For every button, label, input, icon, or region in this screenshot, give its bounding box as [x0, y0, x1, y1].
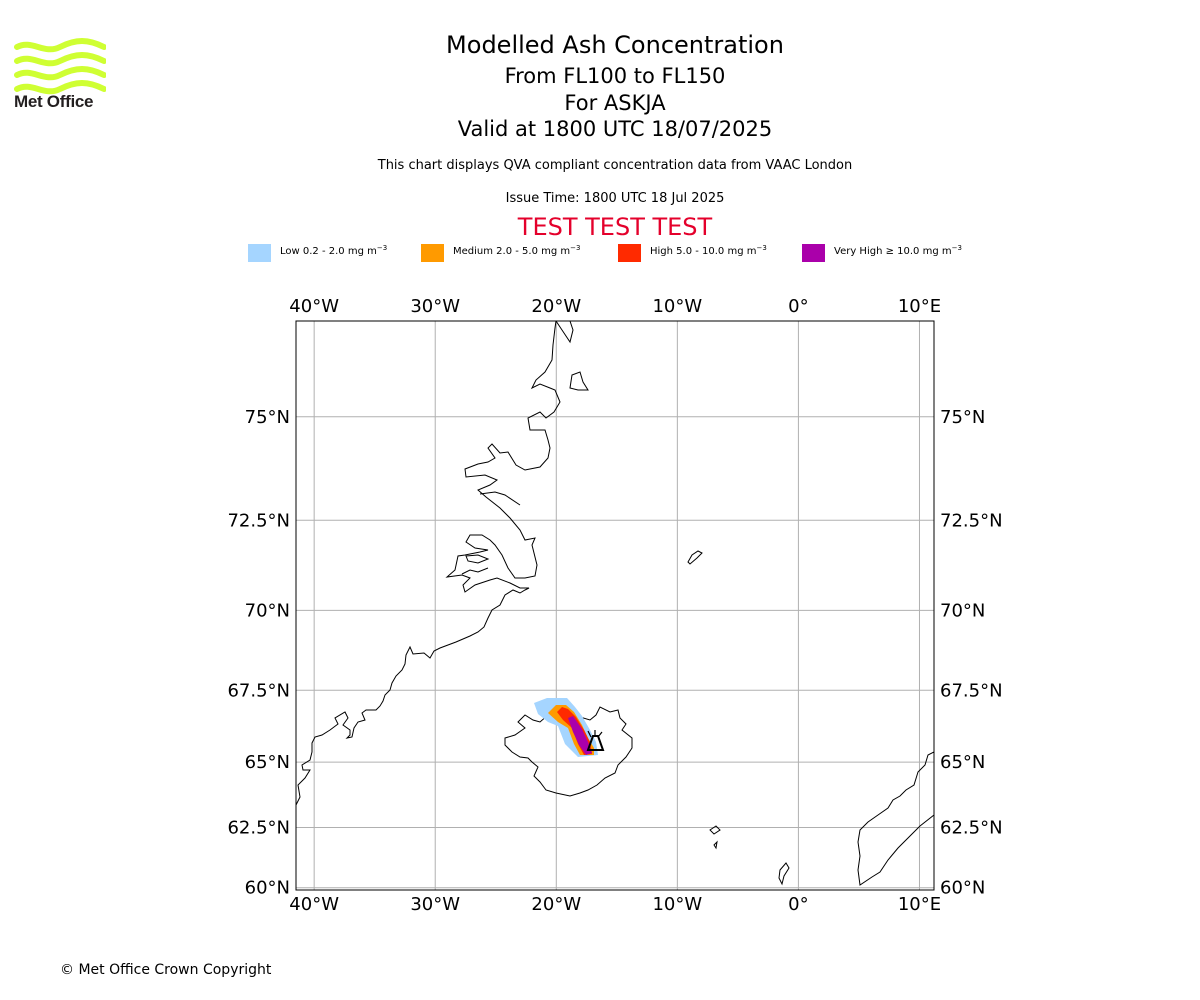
legend-swatch-high: [618, 244, 641, 262]
lat-tick-label-left: 72.5°N: [227, 510, 290, 531]
met-office-logo: [14, 38, 106, 95]
legend-swatch-very-high: [802, 244, 825, 262]
faroe-islands-coastline: [709, 825, 721, 850]
lat-tick-label-left: 67.5°N: [227, 680, 290, 701]
issue-time: Issue Time: 1800 UTC 18 Jul 2025: [505, 191, 725, 206]
greenland-island: [465, 554, 490, 564]
flight-level-range: From FL100 to FL150: [504, 64, 726, 88]
shetland-coastline: [778, 862, 790, 886]
greenland-inlet: [479, 491, 521, 506]
met-office-logo-text: Met Office: [14, 92, 94, 111]
lat-tick-label-right: 70°N: [940, 600, 985, 621]
greenland-inlet: [461, 567, 489, 575]
lon-tick-label-top: 0°: [788, 296, 808, 317]
greenland-island: [569, 371, 589, 391]
greenland-coastline: [296, 321, 561, 806]
legend-unit-exponent: −3: [951, 244, 962, 252]
lon-tick-label-top: 20°W: [531, 296, 581, 317]
norway-coastline: [857, 751, 934, 886]
legend-swatch-low: [248, 244, 271, 262]
valid-time: Valid at 1800 UTC 18/07/2025: [457, 117, 773, 141]
map-gridlines: [296, 321, 934, 890]
lat-tick-label-right: 67.5°N: [940, 680, 1003, 701]
lat-tick-label-left: 75°N: [245, 407, 290, 428]
chart-title: Modelled Ash Concentration: [446, 31, 784, 59]
volcano-name: For ASKJA: [564, 91, 666, 115]
legend-label-medium: Medium 2.0 - 5.0 mg m: [453, 246, 571, 257]
lat-tick-label-left: 65°N: [245, 752, 290, 773]
legend-label-high: High 5.0 - 10.0 mg m: [650, 246, 757, 257]
volcano-marker: [586, 730, 605, 751]
legend-unit-exponent: −3: [570, 244, 581, 252]
legend-unit-exponent: −3: [756, 244, 767, 252]
lon-tick-label-bottom: 10°W: [652, 894, 702, 915]
map-frame: [295, 320, 935, 891]
lat-tick-label-right: 75°N: [940, 407, 985, 428]
lat-tick-label-left: 70°N: [245, 600, 290, 621]
legend-unit-exponent: −3: [376, 244, 388, 252]
lon-tick-label-bottom: 0°: [788, 894, 808, 915]
copyright-notice: © Met Office Crown Copyright: [60, 962, 272, 978]
map-background: [296, 321, 934, 890]
lon-tick-label-top: 40°W: [289, 296, 339, 317]
lat-tick-label-right: 65°N: [940, 752, 985, 773]
lon-tick-label-top: 30°W: [410, 296, 460, 317]
lon-tick-label-top: 10°E: [898, 296, 941, 317]
legend-label-very-high: Very High ≥ 10.0 mg m: [834, 246, 952, 257]
test-banner: TEST TEST TEST: [517, 213, 713, 241]
lon-tick-label-bottom: 40°W: [289, 894, 339, 915]
legend-label-low: Low 0.2 - 2.0 mg m: [280, 246, 377, 257]
lon-tick-label-bottom: 20°W: [531, 894, 581, 915]
ash-cloud: [534, 698, 598, 757]
jan-mayen-coastline: [687, 550, 703, 565]
greenland-inlet: [555, 321, 574, 344]
lat-tick-label-left: 60°N: [245, 878, 290, 899]
lon-tick-label-bottom: 10°E: [898, 894, 941, 915]
ash-very-high-concentration: [568, 716, 592, 755]
lat-tick-label-left: 62.5°N: [227, 818, 290, 839]
lon-tick-label-bottom: 30°W: [410, 894, 460, 915]
lat-tick-label-right: 60°N: [940, 878, 985, 899]
lat-tick-label-right: 62.5°N: [940, 818, 1003, 839]
lon-tick-label-top: 10°W: [652, 296, 702, 317]
legend-swatch-medium: [421, 244, 444, 262]
lat-tick-label-right: 72.5°N: [940, 510, 1003, 531]
chart-description: This chart displays QVA compliant concen…: [377, 158, 853, 173]
